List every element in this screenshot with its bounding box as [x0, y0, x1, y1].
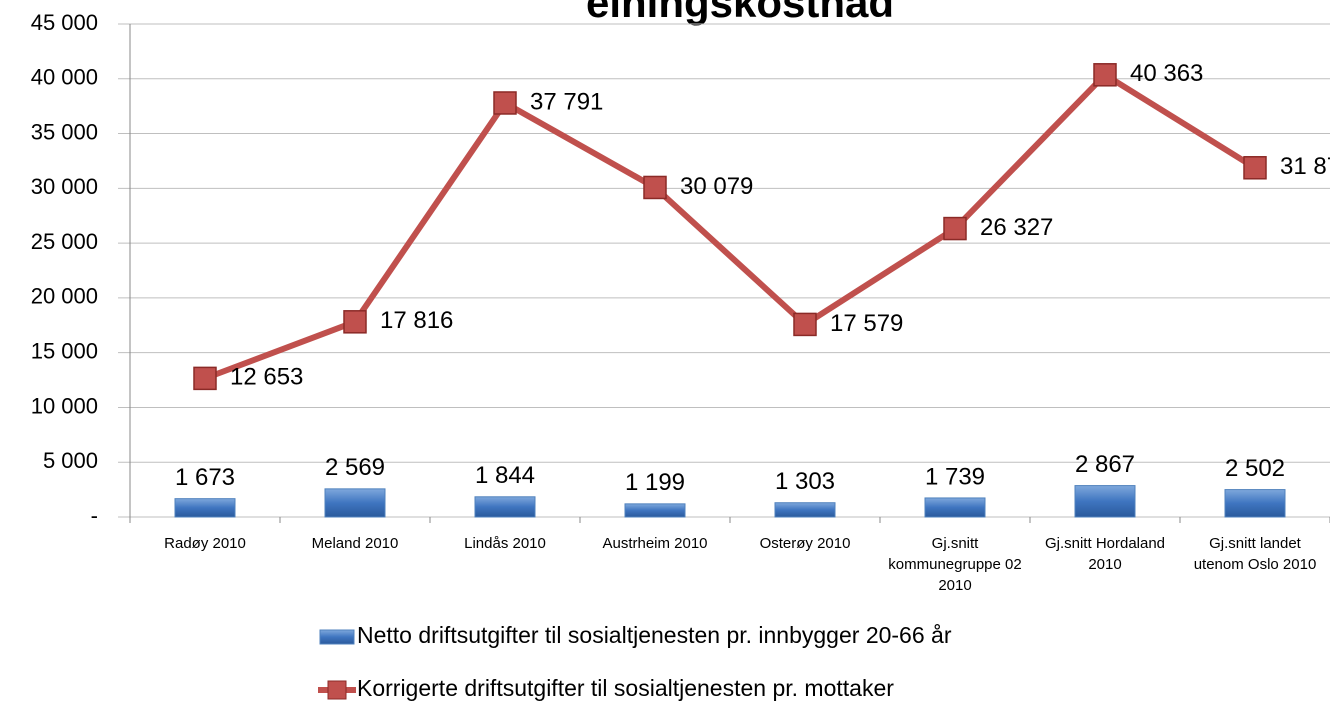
- y-tick-label: 5 000: [43, 448, 98, 473]
- x-tick-label: Meland 2010: [311, 535, 399, 552]
- marker: [343, 310, 367, 334]
- x-tick-label: Austrheim 2010: [602, 535, 708, 552]
- y-tick-label: 35 000: [31, 119, 98, 144]
- y-tick-label: 10 000: [31, 393, 98, 418]
- bar: [1074, 485, 1136, 518]
- data-label: 1 303: [775, 468, 835, 495]
- marker: [643, 175, 667, 200]
- bar: [474, 496, 536, 518]
- y-tick-label: 45 000: [31, 10, 98, 35]
- data-label: 1 199: [625, 469, 685, 496]
- data-label: 17 579: [830, 310, 903, 337]
- data-label: 30 079: [680, 173, 753, 200]
- data-label: 2 569: [325, 454, 385, 481]
- bar: [774, 502, 836, 518]
- line: [203, 71, 1257, 382]
- data-label: 31 877: [1280, 153, 1330, 180]
- data-label: 17 816: [380, 307, 453, 334]
- legend-label: Korrigerte driftsutgifter til sosialtjen…: [357, 675, 894, 701]
- bar: [624, 503, 686, 518]
- marker: [493, 91, 517, 115]
- x-tick-label: Osterøy 2010: [759, 535, 851, 552]
- legend-swatch: [327, 680, 347, 700]
- y-tick-label: 15 000: [31, 338, 98, 363]
- marker: [193, 366, 217, 391]
- y-tick-label: -: [91, 503, 98, 528]
- legend-swatch: [319, 629, 355, 645]
- y-tick-label: 40 000: [31, 65, 98, 90]
- x-tick-label: Radøy 2010: [164, 535, 246, 552]
- marker: [1093, 63, 1117, 87]
- data-label: 1 739: [925, 463, 985, 490]
- bar: [324, 488, 386, 518]
- legend-label: Netto driftsutgifter til sosialtjenesten…: [357, 622, 952, 648]
- data-label: 26 327: [980, 214, 1053, 241]
- data-label: 1 844: [475, 462, 535, 489]
- marker: [793, 312, 817, 337]
- bar: [924, 497, 986, 518]
- bar: [1224, 489, 1286, 518]
- x-tick-label: Gj.snitt kommunegruppe 02 2010: [888, 535, 1022, 594]
- marker: [943, 216, 967, 241]
- y-tick-label: 25 000: [31, 229, 98, 254]
- bar: [174, 498, 236, 518]
- data-label: 2 867: [1075, 451, 1135, 478]
- chart-title: einingskostnad: [586, 0, 894, 26]
- y-tick-label: 30 000: [31, 174, 98, 199]
- y-tick-label: 20 000: [31, 284, 98, 309]
- marker: [1243, 156, 1267, 180]
- data-label: 12 653: [230, 364, 303, 391]
- data-label: 40 363: [1130, 60, 1203, 87]
- data-label: 1 673: [175, 464, 235, 491]
- x-tick-label: Gj.snitt landet utenom Oslo 2010: [1193, 535, 1317, 573]
- x-tick-label: Lindås 2010: [464, 535, 546, 552]
- x-tick-label: Gj.snitt Hordaland 2010: [1044, 535, 1166, 573]
- data-label: 37 791: [530, 88, 603, 115]
- data-label: 2 502: [1225, 455, 1285, 482]
